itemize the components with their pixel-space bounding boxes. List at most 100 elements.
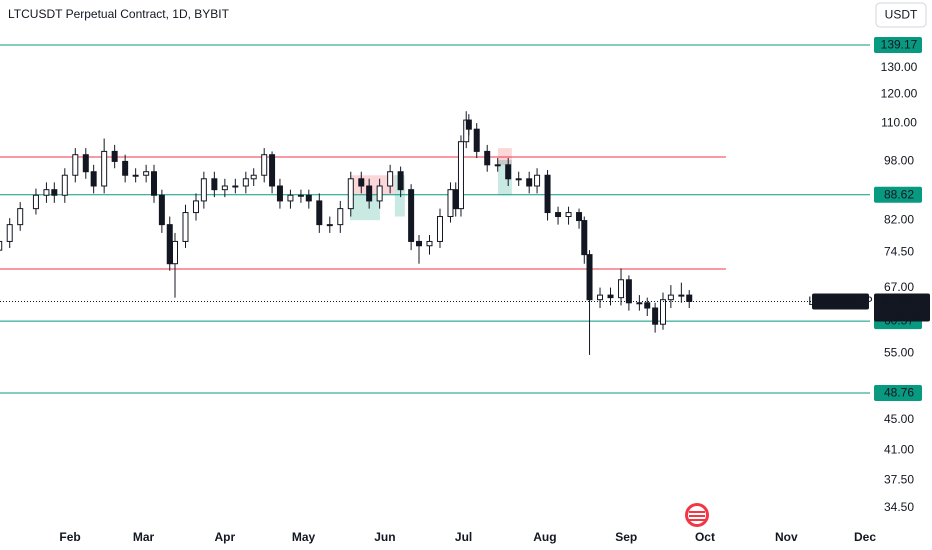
candle-body (484, 150, 491, 166)
y-tick-label: 37.50 (884, 472, 914, 486)
candle-body (82, 154, 89, 173)
candle-body (297, 194, 304, 197)
candle-body (505, 164, 512, 180)
candle-body (111, 150, 118, 162)
candle-body (426, 240, 433, 247)
candle-body (6, 224, 13, 242)
symbol-label: LTCUSDT.P (808, 294, 872, 308)
last-price-box (874, 293, 930, 322)
candle-body (447, 189, 454, 218)
candle-body (51, 189, 58, 196)
candle-body (659, 299, 666, 325)
candle-body (644, 302, 651, 309)
candle-body (232, 185, 239, 188)
candle-body (72, 154, 79, 176)
candle-body (415, 240, 422, 247)
candle-body (494, 164, 501, 167)
candle-body (618, 279, 625, 299)
candle-body (457, 141, 464, 210)
candle-body (151, 171, 158, 196)
candle-body (544, 174, 551, 214)
symbol-label-box (812, 293, 869, 310)
level-label: 139.17 (881, 38, 918, 52)
candle-body (261, 154, 268, 176)
candle-body (636, 302, 643, 305)
y-tick-label: 45.00 (884, 412, 914, 426)
candle-body (200, 178, 207, 202)
candle-body (387, 171, 394, 187)
candle-body (534, 174, 541, 187)
y-tick-label: 67.00 (884, 280, 914, 294)
x-tick-label: Mar (133, 530, 155, 544)
candle-body (473, 128, 480, 152)
currency-label[interactable]: USDT (885, 8, 918, 22)
candle-body (90, 171, 97, 187)
y-tick-label: 34.50 (884, 500, 914, 514)
logo (685, 503, 709, 527)
y-tick-label: 120.00 (881, 86, 918, 100)
candle-body (686, 294, 693, 302)
candle-body (515, 178, 522, 181)
y-tick-label: 110.00 (881, 115, 917, 129)
candle-body (101, 150, 108, 187)
level-label-box (874, 385, 922, 402)
y-tick-label: 98.00 (884, 154, 914, 168)
candle-body (565, 212, 572, 218)
candle-body (316, 200, 323, 226)
candle-body (132, 174, 139, 177)
x-tick-label: May (292, 530, 316, 544)
level-label: 88.62 (884, 187, 914, 201)
zone (349, 194, 380, 221)
candle-body (171, 240, 178, 265)
last-price-label: 64.26 (882, 294, 912, 308)
candle-body (192, 200, 199, 214)
candle-body (61, 174, 68, 196)
candle-body (305, 194, 312, 202)
y-tick-label: 82.00 (884, 213, 914, 227)
candle-body (221, 185, 228, 191)
candle-body (326, 224, 333, 227)
candle-body (166, 224, 173, 265)
candle-body (678, 294, 685, 297)
candle-body (667, 294, 674, 301)
candle-body (452, 189, 459, 210)
candle-body (526, 178, 533, 187)
x-tick-label: Feb (59, 530, 80, 544)
candle-body (337, 208, 344, 226)
candle-body (347, 178, 354, 210)
candle-body (625, 279, 632, 304)
candle-body (366, 185, 373, 202)
x-tick-label: Dec (854, 530, 876, 544)
candle-body (287, 194, 294, 202)
candle-body (158, 194, 165, 226)
level-label: 48.76 (884, 386, 914, 400)
candle-body (465, 119, 472, 130)
y-tick-label: 74.50 (884, 245, 914, 259)
y-tick-label: 130.00 (881, 60, 918, 74)
y-tick-label: 41.00 (884, 443, 914, 457)
candle-body (269, 154, 276, 187)
candle-body (555, 212, 562, 218)
candle-body (376, 185, 383, 202)
candle-body (436, 216, 443, 242)
x-tick-label: Aug (533, 530, 556, 544)
candle-body (143, 171, 150, 176)
candle-body (597, 294, 604, 301)
candle-body (276, 185, 283, 202)
candle-body (576, 212, 583, 222)
level-label-box (874, 186, 922, 203)
candle-body (408, 189, 415, 242)
candle-body (358, 178, 365, 187)
candle-body (211, 178, 218, 191)
candle-body (242, 178, 249, 187)
chart-title: LTCUSDT Perpetual Contract, 1D, BYBIT (8, 7, 230, 21)
candle-body (32, 194, 39, 210)
x-tick-label: Sep (615, 530, 637, 544)
currency-button[interactable] (875, 2, 927, 28)
candle-body (43, 189, 50, 196)
x-tick-label: Oct (695, 530, 715, 544)
x-tick-label: Nov (775, 530, 798, 544)
x-tick-label: Jul (455, 530, 472, 544)
